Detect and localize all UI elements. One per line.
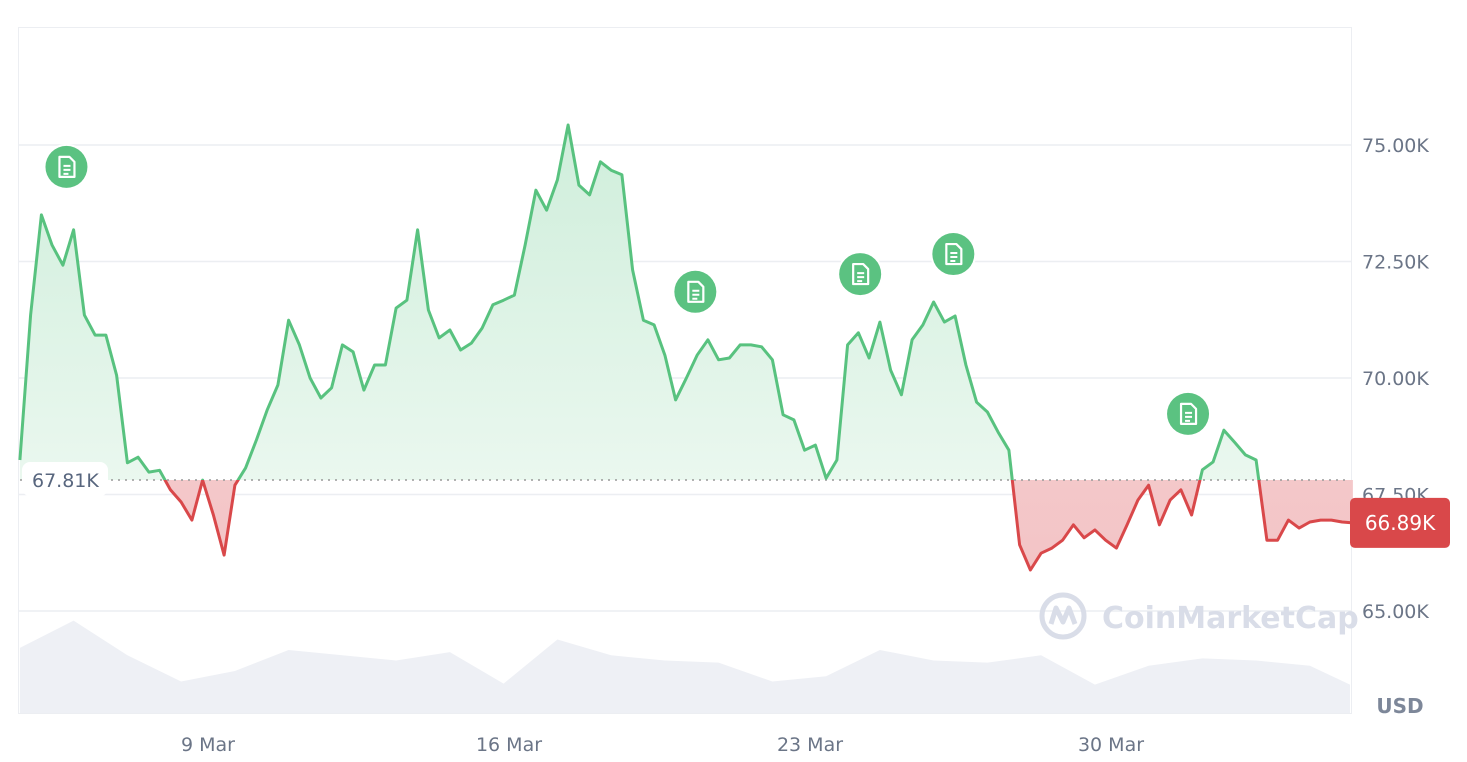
watermark: CoinMarketCap <box>1039 592 1359 640</box>
price-area-below-baseline <box>19 480 1353 570</box>
price-line-up <box>18 123 1261 481</box>
chart-frame <box>18 27 1352 714</box>
y-tick-label: 70.00K <box>1362 368 1429 390</box>
x-tick-label: 30 Mar <box>1078 734 1144 756</box>
currency-label: USD <box>1376 694 1423 718</box>
volume-area-path <box>19 620 1350 713</box>
y-tick-label: 72.50K <box>1362 252 1429 274</box>
news-document-icon[interactable] <box>672 268 719 315</box>
news-document-icon[interactable] <box>837 251 884 298</box>
current-price-tag: 66.89K <box>1350 497 1450 548</box>
watermark-text: CoinMarketCap <box>1102 601 1359 636</box>
price-line-down <box>163 480 1354 572</box>
volume-area <box>19 620 1350 713</box>
x-tick-label: 23 Mar <box>777 734 843 756</box>
news-document-icon[interactable] <box>43 143 90 190</box>
baseline-value: 67.81K <box>32 470 99 492</box>
current-price-value: 66.89K <box>1365 511 1436 535</box>
x-tick-label: 16 Mar <box>476 734 542 756</box>
news-document-icon[interactable] <box>1165 390 1212 437</box>
x-tick-label: 9 Mar <box>181 734 235 756</box>
news-document-icon[interactable] <box>930 231 977 278</box>
baseline-label: 67.81K <box>22 462 108 497</box>
y-tick-label: 65.00K <box>1362 601 1429 623</box>
y-tick-label: 75.00K <box>1362 135 1429 157</box>
coinmarketcap-logo-icon <box>1039 592 1087 640</box>
